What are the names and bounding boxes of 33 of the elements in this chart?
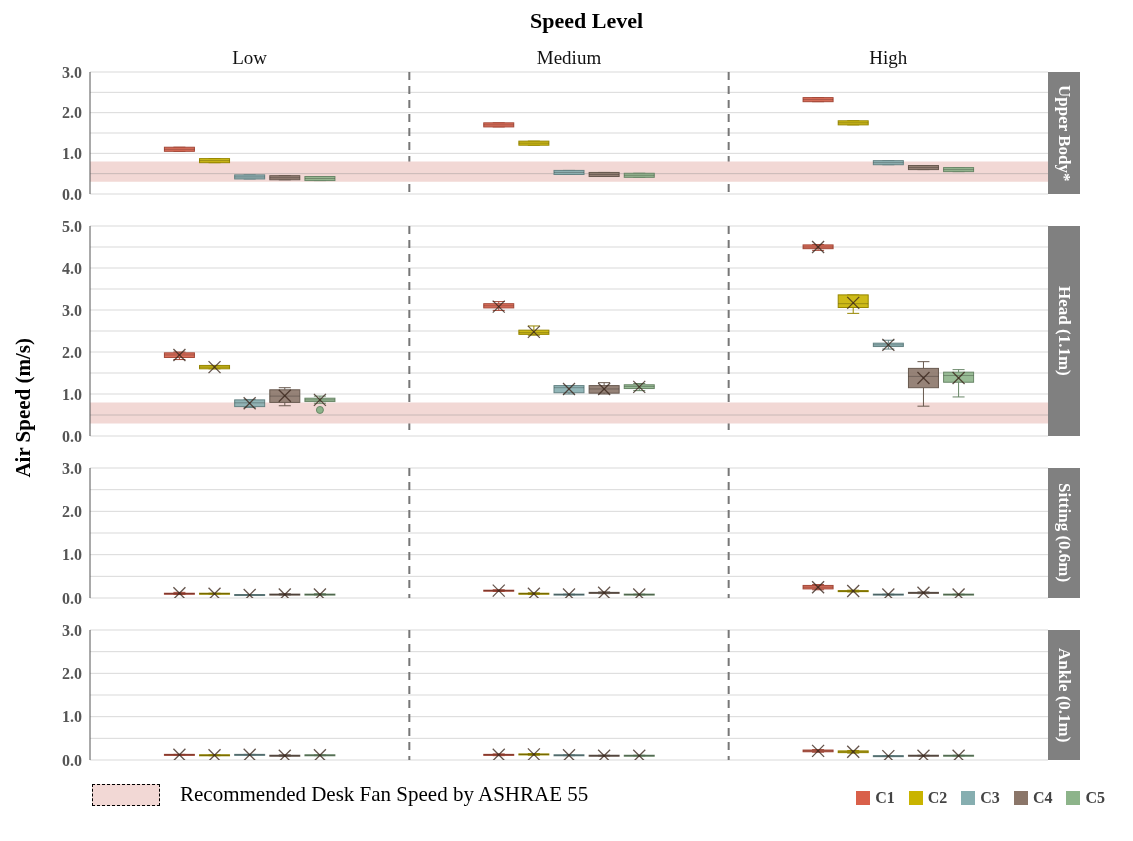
y2-axis-title: Head (1.1m) — [1054, 286, 1074, 376]
x-tick-label: Medium — [536, 47, 602, 68]
y-axis-title: Air Speed (m/s) — [10, 338, 36, 478]
y-tick-label: 2.0 — [62, 503, 82, 521]
y-tick-label: 1.0 — [62, 708, 82, 726]
y-tick-label: 0.0 — [62, 589, 82, 607]
legend-label: C1 — [875, 789, 895, 807]
legend-label: Recommended Desk Fan Speed by ASHRAE 55 — [180, 782, 589, 807]
x-tick-label: Low — [232, 47, 268, 68]
y-tick-label: 3.0 — [62, 621, 82, 639]
y-tick-label: 3.0 — [62, 301, 82, 319]
legend-label: C5 — [1085, 789, 1105, 807]
y2-axis-title: Ankle (0.1m) — [1054, 647, 1074, 743]
legend-label: C3 — [980, 789, 1000, 807]
legend-label: C4 — [1032, 789, 1053, 807]
y-tick-label: 4.0 — [62, 259, 82, 277]
y-tick-label: 2.0 — [62, 343, 82, 361]
y2-axis-title: Upper Body* — [1054, 84, 1074, 182]
legend-label: C2 — [927, 789, 948, 807]
x-tick-label: High — [869, 47, 908, 68]
y-tick-label: 1.0 — [62, 145, 82, 163]
chart-title: Speed Level — [528, 8, 645, 34]
y2-axis-title: Sitting (0.6m) — [1054, 483, 1074, 583]
y-tick-label: 3.0 — [62, 459, 82, 477]
y-tick-label: 2.0 — [62, 665, 82, 683]
y-tick-label: 5.0 — [62, 217, 82, 235]
y-tick-label: 3.0 — [62, 63, 82, 81]
y-tick-label: 0.0 — [62, 427, 82, 445]
y-tick-label: 1.0 — [62, 546, 82, 564]
y-tick-label: 2.0 — [62, 104, 82, 122]
y-tick-label: 0.0 — [62, 751, 82, 769]
y-tick-label: 1.0 — [62, 385, 82, 403]
y-tick-label: 0.0 — [62, 185, 82, 203]
